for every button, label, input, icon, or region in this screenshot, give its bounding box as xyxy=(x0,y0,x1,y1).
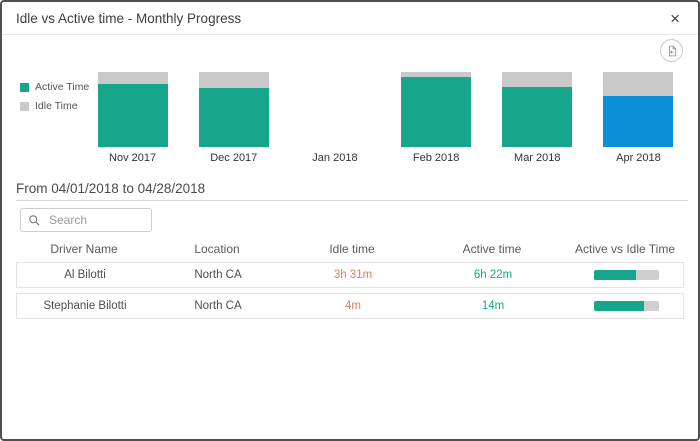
stacked-bar xyxy=(603,72,674,147)
idle-time-cell: 4m xyxy=(345,300,361,312)
category-label: Dec 2017 xyxy=(210,152,258,164)
active-fill xyxy=(593,301,645,311)
export-report-icon xyxy=(668,45,676,56)
modal-title: Idle vs Active time - Monthly Progress xyxy=(16,10,242,26)
chart-legend: Active Time Idle Time xyxy=(20,81,89,119)
active-vs-idle-cell xyxy=(563,270,689,280)
column-header: Location xyxy=(194,242,240,256)
column-header: Active time xyxy=(462,242,522,256)
column-header: Active vs Idle Time xyxy=(574,242,676,256)
bar-slot-nov-2017[interactable] xyxy=(82,72,183,147)
bar-slot-feb-2018[interactable] xyxy=(386,72,487,147)
chart-bars xyxy=(82,72,689,147)
search-box[interactable] xyxy=(20,208,152,232)
location-cell: North CA xyxy=(194,269,242,281)
active-vs-idle-bar xyxy=(593,270,659,280)
idle-segment xyxy=(502,72,573,87)
table-row[interactable]: Al Bilotti North CA 3h 31m 6h 22m xyxy=(16,262,684,288)
bar-slot-jan-2018[interactable] xyxy=(284,72,385,147)
period-label: From 04/01/2018 to 04/28/2018 xyxy=(16,181,206,196)
search-icon xyxy=(29,214,40,225)
active-fill xyxy=(593,270,636,280)
active-time-cell: 6h 22m xyxy=(473,269,513,281)
active-segment xyxy=(502,87,573,147)
modal-header: Idle vs Active time - Monthly Progress × xyxy=(2,2,698,35)
stacked-bar xyxy=(502,72,573,147)
bar-slot-mar-2018[interactable] xyxy=(487,72,588,147)
idle-segment xyxy=(401,72,472,78)
bar-slot-dec-2017[interactable] xyxy=(183,72,284,147)
divider xyxy=(16,200,688,201)
active-segment xyxy=(198,87,269,147)
driver-name-cell: Al Bilotti xyxy=(64,269,106,281)
table-header: Driver Name Location Idle time Active time A… xyxy=(16,242,684,262)
active-segment xyxy=(401,77,472,147)
driver-name-cell: Stephanie Bilotti xyxy=(43,300,127,312)
category-label: Apr 2018 xyxy=(616,152,661,164)
idle-segment xyxy=(198,72,269,88)
active-segment xyxy=(603,96,674,147)
chart-labels: Nov 2017 Dec 2017 Jan 2018 Feb 2018 Mar 2018… xyxy=(82,152,689,164)
table-row[interactable]: Stephanie Bilotti North CA 4m 14m xyxy=(16,293,684,319)
category-label: Nov 2017 xyxy=(109,152,157,164)
active-vs-idle-cell xyxy=(563,301,689,311)
category-label: Mar 2018 xyxy=(514,152,561,164)
column-header: Driver Name xyxy=(50,242,118,256)
stacked-bar xyxy=(97,72,168,147)
legend-label: Idle Time xyxy=(35,100,78,112)
active-time-cell: 14m xyxy=(481,300,505,312)
legend-label: Active Time xyxy=(35,81,90,93)
idle-time-cell: 3h 31m xyxy=(333,269,373,281)
legend-item: Active Time xyxy=(20,81,89,93)
export-report-button[interactable] xyxy=(660,39,683,62)
legend-item: Idle Time xyxy=(20,100,89,112)
idle-segment xyxy=(97,72,168,84)
active-time-swatch-icon xyxy=(20,82,29,92)
drivers-table: Driver Name Location Idle time Active time A… xyxy=(16,242,684,324)
idle-segment xyxy=(603,72,674,96)
idle-time-swatch-icon xyxy=(20,101,29,111)
location-cell: North CA xyxy=(194,300,242,312)
table-body: Al Bilotti North CA 3h 31m 6h 22m Stephanie … xyxy=(16,262,684,319)
search-input[interactable] xyxy=(47,212,144,228)
category-label: Jan 2018 xyxy=(312,152,358,164)
stacked-bar xyxy=(198,72,269,147)
bar-slot-apr-2018[interactable] xyxy=(588,72,689,147)
column-header: Idle time xyxy=(329,242,375,256)
close-button[interactable]: × xyxy=(666,10,684,27)
category-label: Feb 2018 xyxy=(412,152,460,164)
active-vs-idle-bar xyxy=(593,301,659,311)
active-segment xyxy=(97,84,168,147)
stacked-bar xyxy=(401,72,472,147)
